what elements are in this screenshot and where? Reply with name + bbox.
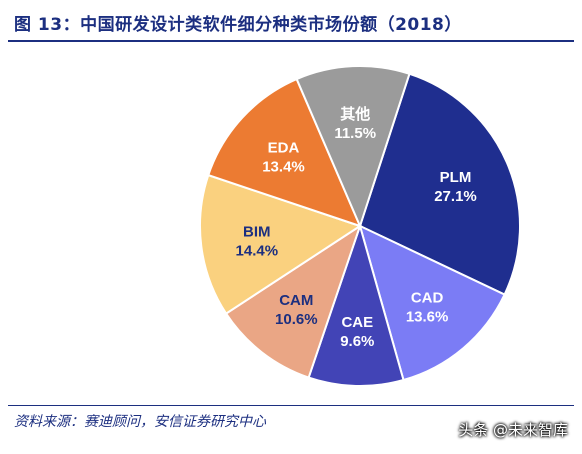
- slice-label-1: CAD: [411, 289, 444, 306]
- slice-label-4: BIM: [243, 223, 271, 240]
- slice-value-6: 11.5%: [334, 125, 376, 142]
- slice-label-5: EDA: [268, 140, 300, 157]
- watermark: 头条 @未来智库: [458, 421, 568, 439]
- pie-slice-5: [207, 77, 362, 228]
- pie-slice-6: [295, 65, 411, 229]
- pie-slice-2: [307, 222, 405, 387]
- slice-value-4: 14.4%: [236, 242, 279, 259]
- pie-slice-4: [198, 173, 363, 315]
- pie-slice-0: [358, 72, 521, 296]
- slice-value-1: 13.6%: [406, 308, 449, 325]
- slice-value-3: 10.6%: [275, 311, 318, 328]
- slice-label-3: CAM: [279, 292, 313, 309]
- slice-label-6: 其他: [340, 105, 370, 123]
- pie-labels: PLM 27.1% CAD 13.6% CAE 9.6% CAM 10.6% BIM 14.4% E…: [236, 105, 477, 350]
- pie-slice-3: [224, 223, 362, 379]
- source-note: 资料来源：赛迪顾问，安信证券研究中心: [14, 414, 266, 430]
- slice-value-5: 13.4%: [262, 159, 305, 176]
- pie-chart: PLM 27.1% CAD 13.6% CAE 9.6% CAM 10.6% BIM 14.4% E…: [198, 65, 521, 387]
- pie-slice-1: [358, 224, 506, 382]
- pie-slices: [198, 65, 521, 387]
- slice-value-0: 27.1%: [434, 188, 477, 205]
- slice-value-2: 9.6%: [340, 333, 374, 350]
- source-rule: [8, 405, 574, 406]
- slice-label-0: PLM: [440, 169, 472, 186]
- slice-label-2: CAE: [341, 314, 373, 331]
- figure-title: 图 13：中国研发设计类软件细分种类市场份额（2018）: [14, 15, 462, 35]
- title-rule: [8, 40, 574, 42]
